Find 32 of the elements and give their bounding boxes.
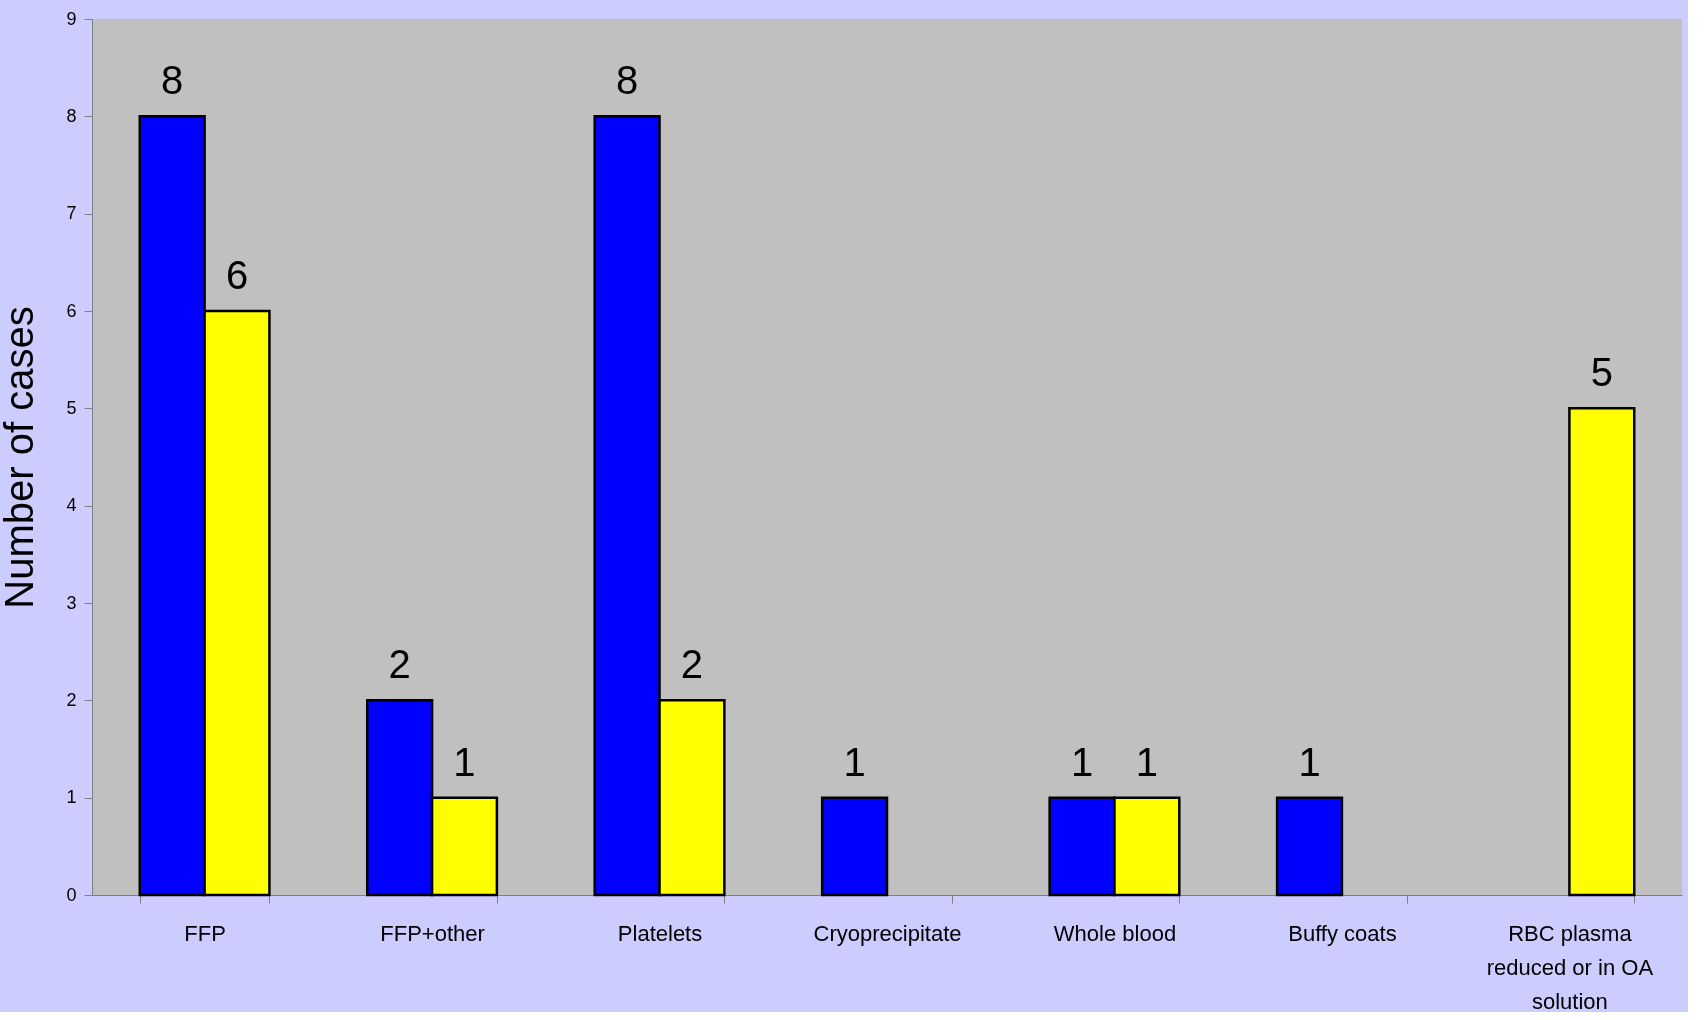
y-tick-label: 4 xyxy=(66,495,77,516)
x-tick-label: Whole blood xyxy=(1053,920,1177,946)
x-tick-label: FFP xyxy=(184,920,226,946)
data-label: 1 xyxy=(453,739,476,784)
y-tick-label: 5 xyxy=(66,397,77,418)
data-label: 1 xyxy=(1298,739,1321,784)
y-tick-label: 2 xyxy=(66,689,77,710)
y-tick-label: 9 xyxy=(66,8,77,29)
y-tick-label: 8 xyxy=(66,105,77,126)
y-tick-label: 3 xyxy=(66,592,77,613)
data-label: 8 xyxy=(161,58,184,103)
x-tick-label: Cryoprecipitate xyxy=(813,920,962,946)
y-tick-label: 1 xyxy=(66,787,77,808)
y-tick-label: 7 xyxy=(66,203,77,224)
data-label: 2 xyxy=(680,642,704,687)
x-tick-label: Buffy coats xyxy=(1288,920,1397,946)
x-tick-label: FFP+other xyxy=(380,920,485,946)
bar xyxy=(1568,407,1636,897)
y-tick-label: 0 xyxy=(66,884,77,905)
data-label: 1 xyxy=(1070,739,1094,784)
data-label: 6 xyxy=(225,253,249,297)
data-label: 1 xyxy=(1135,739,1159,784)
x-tick-label: RBC plasma reduced or in OA solution xyxy=(1486,920,1654,1014)
y-tick-label: 6 xyxy=(66,300,77,321)
x-tick-label: Platelets xyxy=(617,920,703,946)
data-label: 5 xyxy=(1590,350,1613,395)
bar xyxy=(820,796,889,897)
data-label: 2 xyxy=(388,642,411,687)
y-axis-title: Number of cases xyxy=(0,306,42,609)
data-label: 1 xyxy=(843,739,866,784)
data-label: 8 xyxy=(615,58,639,103)
bar xyxy=(1275,796,1344,897)
